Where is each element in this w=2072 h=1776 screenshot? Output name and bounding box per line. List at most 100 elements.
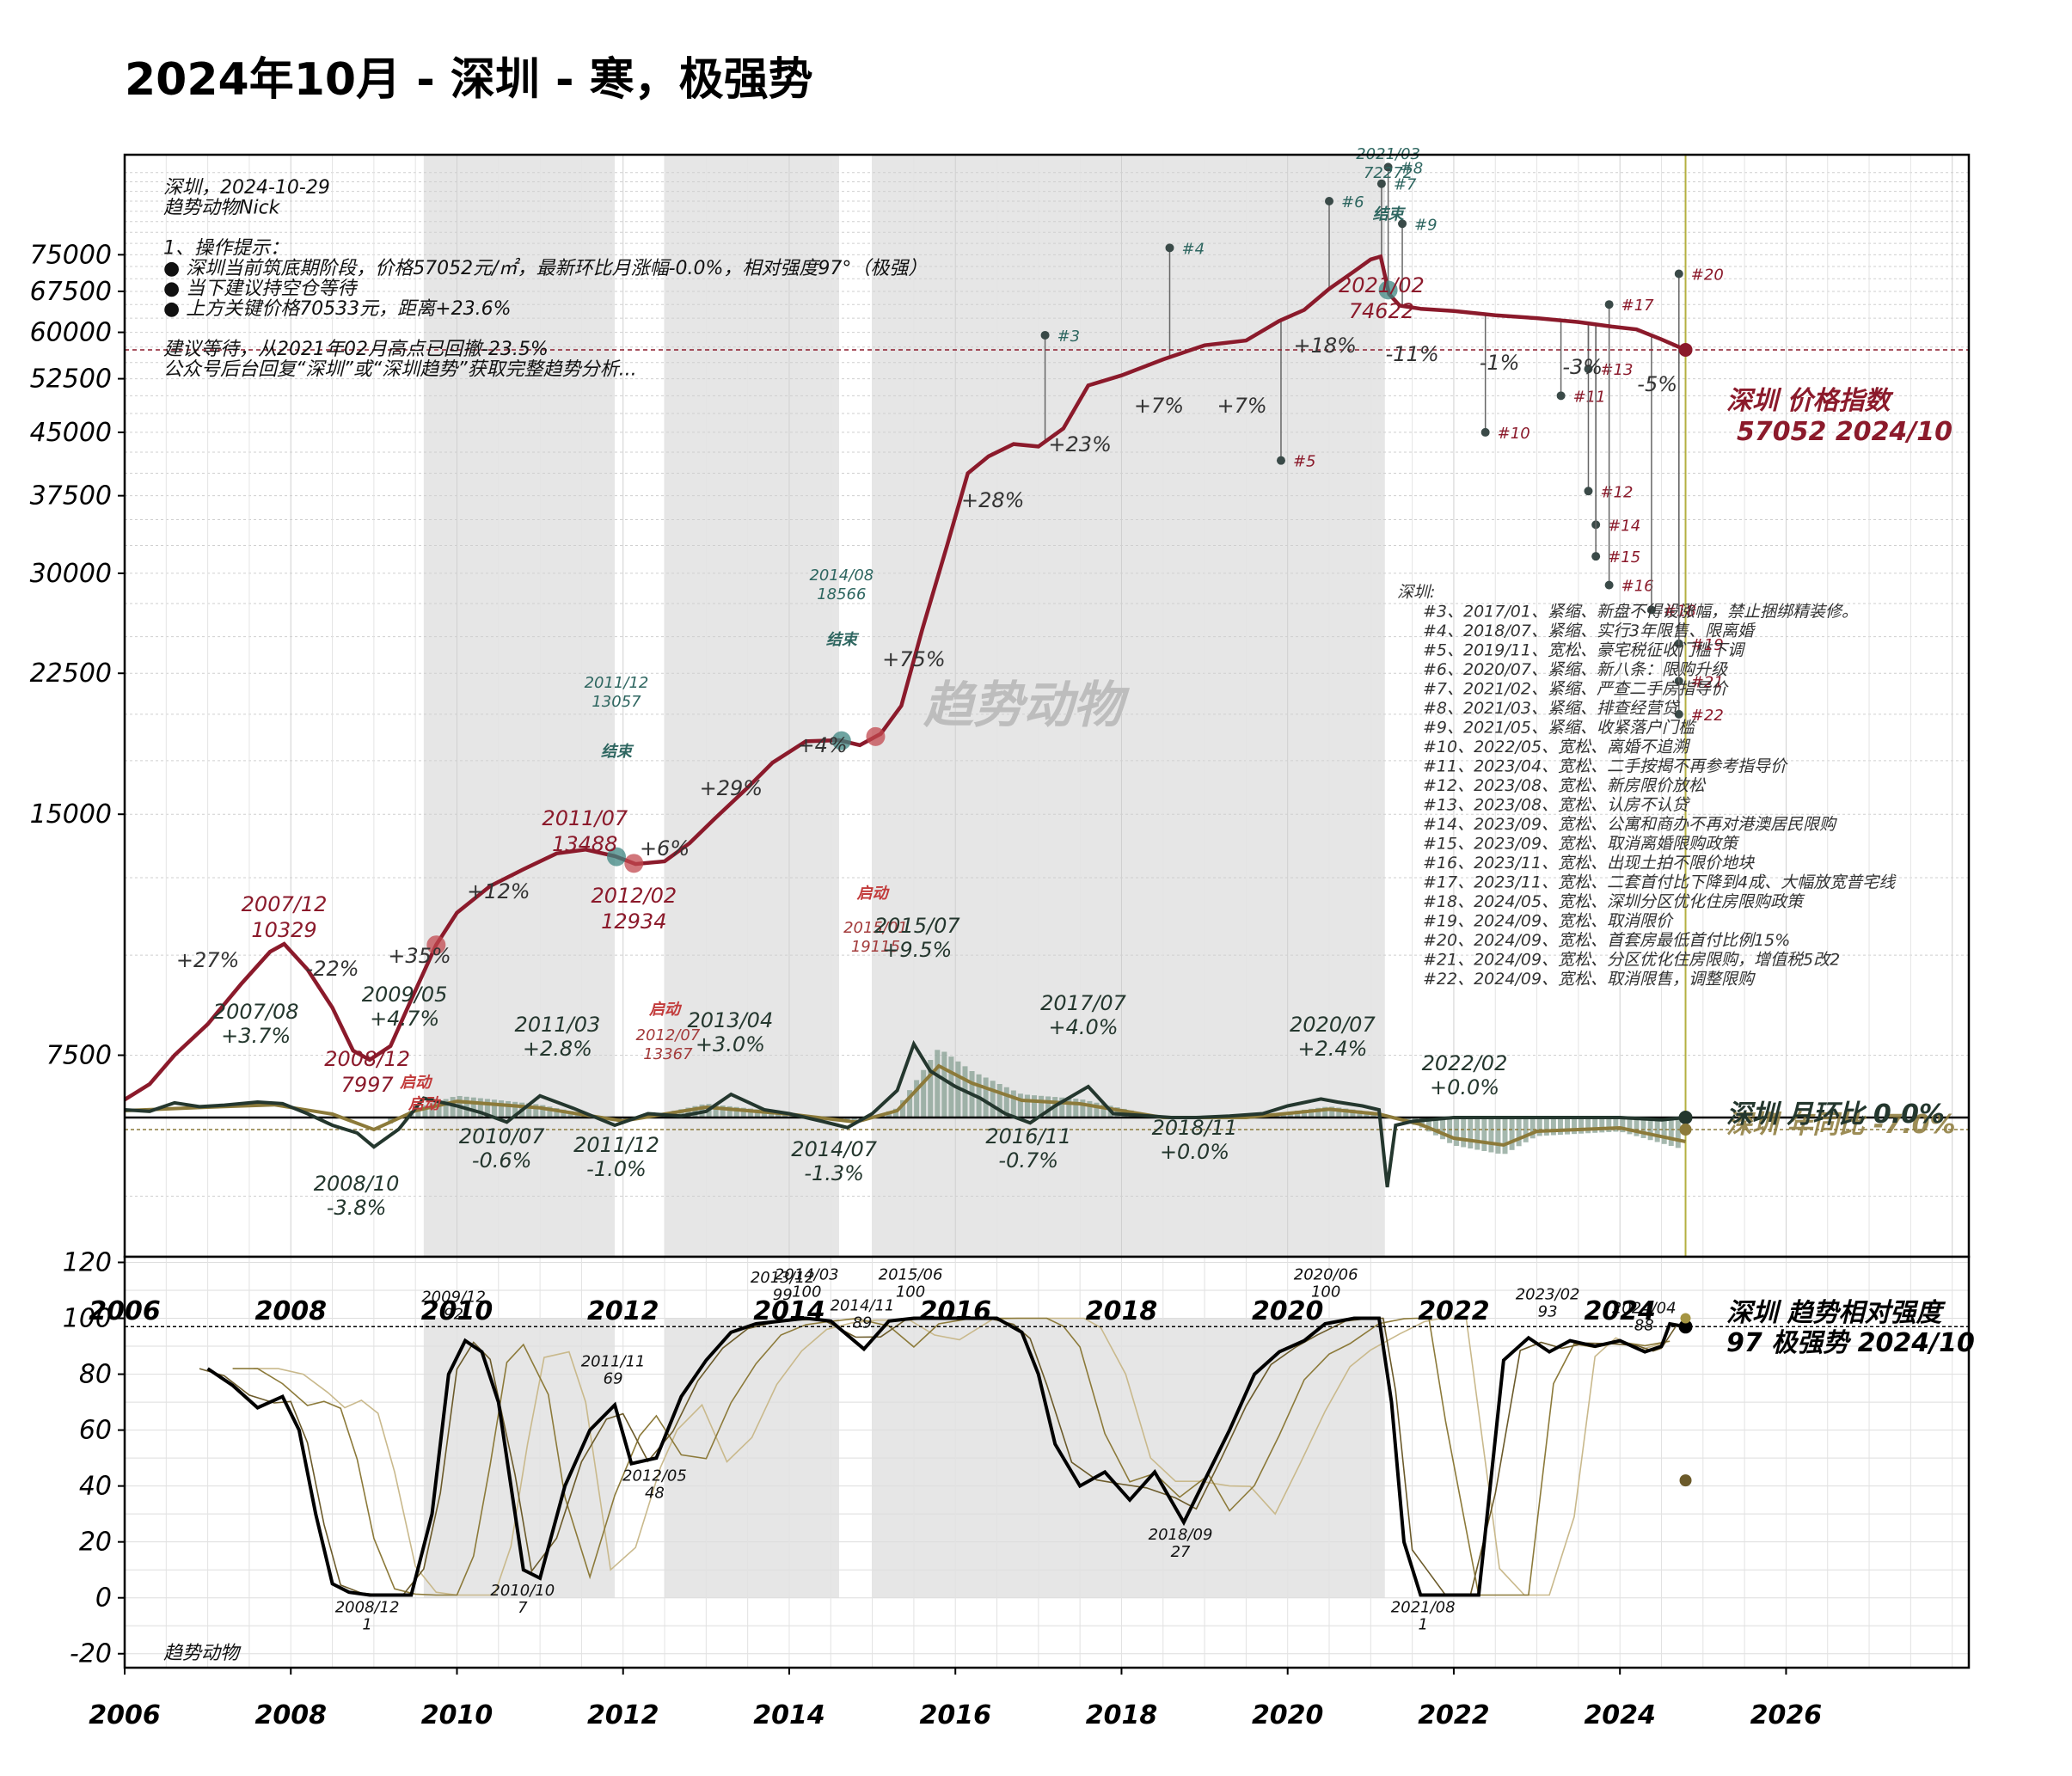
policy-entry-11: #13、2023/08、宽松、认房不认贷	[1423, 796, 1691, 815]
price-annotation: 2008/12 7997	[324, 1047, 410, 1097]
price-ytick-label: 15000	[30, 799, 112, 830]
policy-dot	[1165, 243, 1174, 253]
phase-label: 启动	[856, 885, 891, 903]
policy-dot	[1674, 269, 1683, 279]
mom-bar	[1440, 1118, 1446, 1140]
policy-entry-13: #15、2023/09、宽松、取消离婚限购政策	[1423, 835, 1740, 854]
mom-bar	[892, 1108, 898, 1118]
strength-line	[206, 1316, 1686, 1597]
price-ytick-label: 52500	[30, 364, 112, 395]
segment-change: +28%	[961, 488, 1024, 512]
xtick-label: 2026	[1750, 1700, 1823, 1730]
mom-bar	[921, 1069, 927, 1118]
policy-id: #12	[1600, 483, 1633, 501]
mom-bar	[1481, 1118, 1487, 1151]
mom-bar	[1100, 1104, 1106, 1118]
mom-bar	[733, 1106, 739, 1118]
mom-bar	[429, 1103, 435, 1118]
strength-annotation: 2018/09 27	[1149, 1526, 1213, 1561]
mom-bar	[1447, 1118, 1453, 1143]
strength-annotation: 2009/12 92	[421, 1289, 486, 1324]
mom-bar	[1647, 1118, 1653, 1141]
strength-panel-frame	[123, 1255, 1971, 1669]
price-annotation: 2021/02 74622	[1339, 273, 1425, 323]
strength-ytick-label: 40	[79, 1472, 112, 1502]
policy-id: #7	[1394, 176, 1417, 194]
strength-xtick-label: 2008	[254, 1296, 327, 1326]
strength-xtick-label: 2022	[1418, 1296, 1490, 1326]
policy-dot	[1398, 219, 1407, 229]
mom-bar	[928, 1060, 934, 1118]
mom-bar	[726, 1105, 733, 1118]
mom-bar	[1343, 1108, 1349, 1118]
mom-bar	[1094, 1102, 1100, 1118]
xtick-label: 2022	[1418, 1700, 1490, 1730]
policy-entry-20: #22、2024/09、宽松、取消限售，调整限购	[1423, 970, 1756, 989]
policy-id: #16	[1621, 578, 1654, 596]
mom-annotation: 2011/12 -1.0%	[573, 1133, 659, 1181]
mom-annotation: 2018/11 +0.0%	[1152, 1116, 1238, 1164]
policy-dot	[1040, 330, 1050, 340]
policy-id: #20	[1691, 266, 1724, 285]
segment-change: +29%	[700, 776, 763, 800]
mom-bar	[1627, 1118, 1633, 1135]
strength-annotation: 2020/06 100	[1294, 1266, 1358, 1301]
policy-entry-14: #16、2023/11、宽松、出现土拍不限价地块	[1423, 854, 1755, 873]
strength-shadow-1	[232, 1317, 1670, 1596]
mom-annotation: 2017/07 +4.0%	[1040, 991, 1126, 1039]
info-line-5: ● 当下建议持空仓等待	[163, 279, 359, 300]
mom-bar	[685, 1107, 691, 1118]
price-annotation: 2021/03 72272	[1356, 145, 1420, 182]
mom-bar	[1613, 1118, 1619, 1132]
mom-bar	[547, 1106, 553, 1118]
mom-bar	[1543, 1118, 1549, 1136]
mom-bar	[1315, 1107, 1321, 1118]
mom-bar	[1039, 1095, 1045, 1118]
segment-change: +75%	[882, 647, 945, 671]
end-dot	[607, 847, 626, 867]
mom-bar	[1350, 1109, 1356, 1118]
mom-bar	[1066, 1098, 1072, 1118]
info-line-4: ● 深圳当前筑底期阶段，价格57052元/㎡，最新环比月涨幅-0.0%，相对强度…	[163, 257, 927, 279]
price-ytick-label: 30000	[30, 559, 112, 589]
policy-id: #10	[1498, 425, 1530, 443]
mom-bar	[512, 1101, 518, 1118]
segment-change: -11%	[1386, 342, 1439, 366]
mom-bar	[907, 1090, 913, 1118]
price-annotation: 2012/07 13367	[636, 1026, 701, 1063]
shade-period-0	[423, 155, 616, 1257]
mom-bar	[1433, 1118, 1439, 1136]
segment-change: +23%	[1048, 432, 1111, 456]
mom-bar	[506, 1100, 512, 1118]
strength-annotation: 2011/11 69	[581, 1352, 646, 1387]
segment-change: +27%	[176, 948, 239, 972]
mom-bar	[561, 1109, 567, 1118]
price-ytick-label: 22500	[30, 658, 112, 689]
signature: 趋势动物	[163, 1643, 242, 1664]
xtick-label: 2012	[587, 1700, 659, 1730]
xtick-label: 2016	[919, 1700, 991, 1730]
strength-alt-dot	[1679, 1474, 1692, 1487]
mom-bar	[1302, 1109, 1308, 1118]
mom-annotation: 2014/07 -1.3%	[791, 1137, 877, 1185]
policy-dot	[1376, 179, 1386, 188]
policy-dot	[1480, 427, 1490, 437]
price-annotation: 2011/07 13488	[542, 806, 628, 856]
mom-bar	[948, 1056, 954, 1118]
chart-title: 2024年10月 - 深圳 - 寒，极强势	[125, 54, 813, 106]
segment-change: +6%	[640, 836, 690, 860]
watermark: 趋势动物	[923, 676, 1131, 734]
segment-change: +7%	[1217, 394, 1266, 418]
mom-end-dot	[1678, 1111, 1693, 1124]
strength-panel: 2008/12 1 2009/12 92 2010/10 7 2011/11 69 2012/0…	[63, 1248, 1975, 1669]
strength-y-axis: -20 0 20 40 60 80 100 120	[63, 1248, 125, 1669]
segment-change: +18%	[1293, 334, 1356, 358]
strength-ytick-label: 100	[63, 1304, 112, 1334]
mom-bar	[1509, 1118, 1515, 1150]
info-line-1: 趋势动物Nick	[163, 198, 281, 219]
phase-label: 结束	[601, 743, 634, 761]
mom-bar	[526, 1103, 532, 1118]
mom-bar	[754, 1109, 760, 1118]
segment-change: -3%	[1562, 355, 1603, 379]
